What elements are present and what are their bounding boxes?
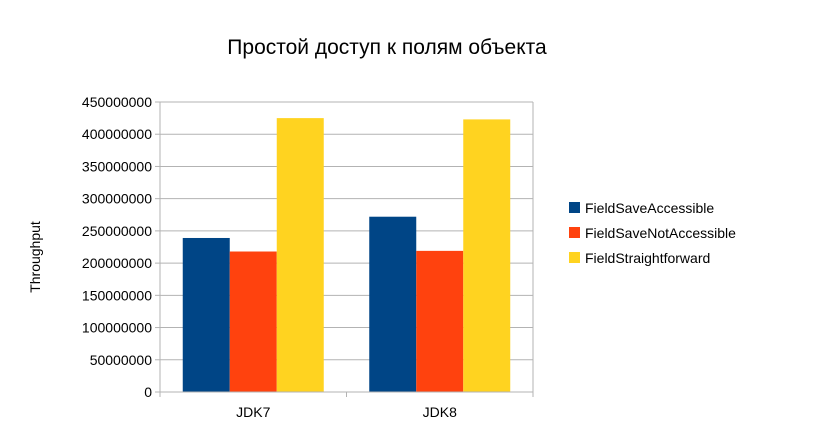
bar-FieldStraightforward-JDK7 [276,118,324,392]
y-tick-label: 100000000 [82,320,152,336]
legend-swatch [569,227,580,238]
bar-FieldStraightforward-JDK8 [463,119,511,393]
bar-FieldSaveNotAccessible-JDK7 [229,251,277,392]
bar-FieldSaveAccessible-JDK7 [182,237,230,392]
x-tick-label: JDK7 [236,404,270,420]
bar-FieldSaveNotAccessible-JDK8 [416,250,464,392]
y-tick-label: 0 [144,384,152,400]
y-tick-label: 50000000 [90,352,153,368]
y-tick-label: 400000000 [82,126,152,142]
y-tick-label: 250000000 [82,223,152,239]
legend-swatch [569,202,580,213]
legend-label: FieldStraightforward [585,250,710,266]
chart-title: Простой доступ к полям объекта [227,36,547,59]
y-tick-label: 300000000 [82,191,152,207]
y-tick-label: 450000000 [82,94,152,110]
y-tick-label: 200000000 [82,255,152,271]
legend-swatch [569,252,580,263]
legend-label: FieldSaveAccessible [585,200,714,216]
bar-FieldSaveAccessible-JDK8 [369,216,417,392]
y-tick-label: 150000000 [82,287,152,303]
x-tick-label: JDK8 [423,404,457,420]
legend-label: FieldSaveNotAccessible [585,225,736,241]
y-axis-label: Throughput [27,221,43,293]
y-tick-label: 350000000 [82,158,152,174]
